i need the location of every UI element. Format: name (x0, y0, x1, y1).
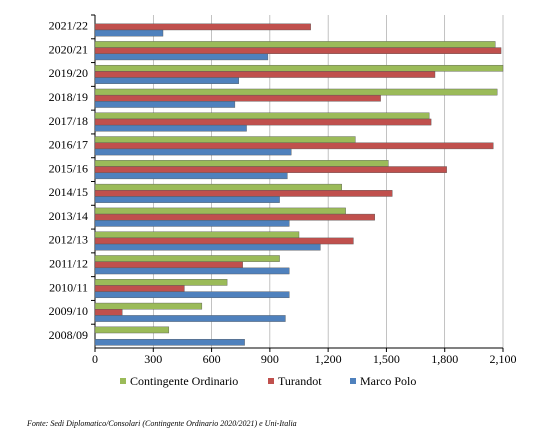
x-tick-label: 1,200 (315, 352, 342, 366)
bar (94, 326, 170, 334)
bar (94, 190, 393, 197)
legend-label: Contingente Ordinario (130, 374, 238, 388)
bar (94, 77, 239, 84)
bar (94, 101, 236, 108)
bar (94, 220, 290, 227)
bar (94, 64, 504, 72)
x-tick-label: 900 (261, 352, 279, 366)
bar (94, 285, 185, 292)
y-tick-label: 2009/10 (49, 304, 88, 318)
y-tick-label: 2017/18 (49, 114, 88, 128)
bar (94, 196, 280, 203)
bar (94, 166, 447, 173)
bar (94, 231, 300, 239)
x-tick-label: 1,500 (373, 352, 400, 366)
y-tick-label: 2011/12 (49, 257, 88, 271)
bar (94, 124, 247, 132)
legend-swatch (350, 378, 356, 384)
bar (94, 88, 498, 96)
y-tick-label: 2010/11 (49, 280, 88, 294)
bar (94, 291, 290, 299)
bar (94, 338, 245, 346)
x-tick-label: 300 (144, 352, 162, 366)
y-tick-label: 2020/21 (49, 42, 88, 56)
bar (94, 53, 269, 61)
bar (94, 112, 430, 120)
y-tick-label: 2012/13 (49, 233, 88, 247)
bar (94, 71, 436, 78)
bar (94, 237, 354, 245)
bar (94, 118, 432, 126)
y-tick-label: 2013/14 (49, 209, 88, 223)
bar (94, 261, 243, 269)
x-tick-label: 1,800 (431, 352, 458, 366)
bar (94, 213, 375, 221)
x-tick-label: 0 (92, 352, 98, 366)
y-tick-label: 2014/15 (49, 185, 88, 199)
y-tick-label: 2018/19 (49, 90, 88, 104)
bar (94, 136, 356, 143)
bar (94, 41, 496, 48)
legend-swatch (268, 378, 274, 384)
bar (94, 315, 286, 322)
bar (94, 183, 342, 191)
x-tick-label: 2,100 (490, 352, 517, 366)
legend-label: Marco Polo (360, 374, 416, 388)
x-tick-label: 600 (203, 352, 221, 366)
bar (94, 267, 290, 275)
bar (94, 279, 228, 286)
y-tick-label: 2008/09 (49, 328, 88, 342)
bar (94, 172, 288, 180)
y-tick-label: 2015/16 (49, 161, 88, 175)
legend-swatch (120, 378, 126, 384)
bar (94, 207, 346, 215)
bar (94, 160, 389, 167)
y-tick-label: 2019/20 (49, 66, 88, 80)
bar (94, 148, 292, 156)
source-note: Fonte: Sedi Diplomatico/Consolari (Conti… (26, 419, 297, 428)
legend-label: Turandot (278, 374, 322, 388)
bar (94, 309, 123, 316)
bar (94, 142, 494, 150)
bar (94, 302, 203, 310)
bar (94, 255, 280, 262)
bar (94, 29, 164, 37)
bar (94, 243, 321, 251)
bar (94, 23, 311, 31)
y-tick-label: 2016/17 (49, 138, 88, 152)
bar (94, 47, 502, 54)
y-tick-label: 2021/22 (49, 19, 88, 33)
bar (94, 94, 381, 102)
